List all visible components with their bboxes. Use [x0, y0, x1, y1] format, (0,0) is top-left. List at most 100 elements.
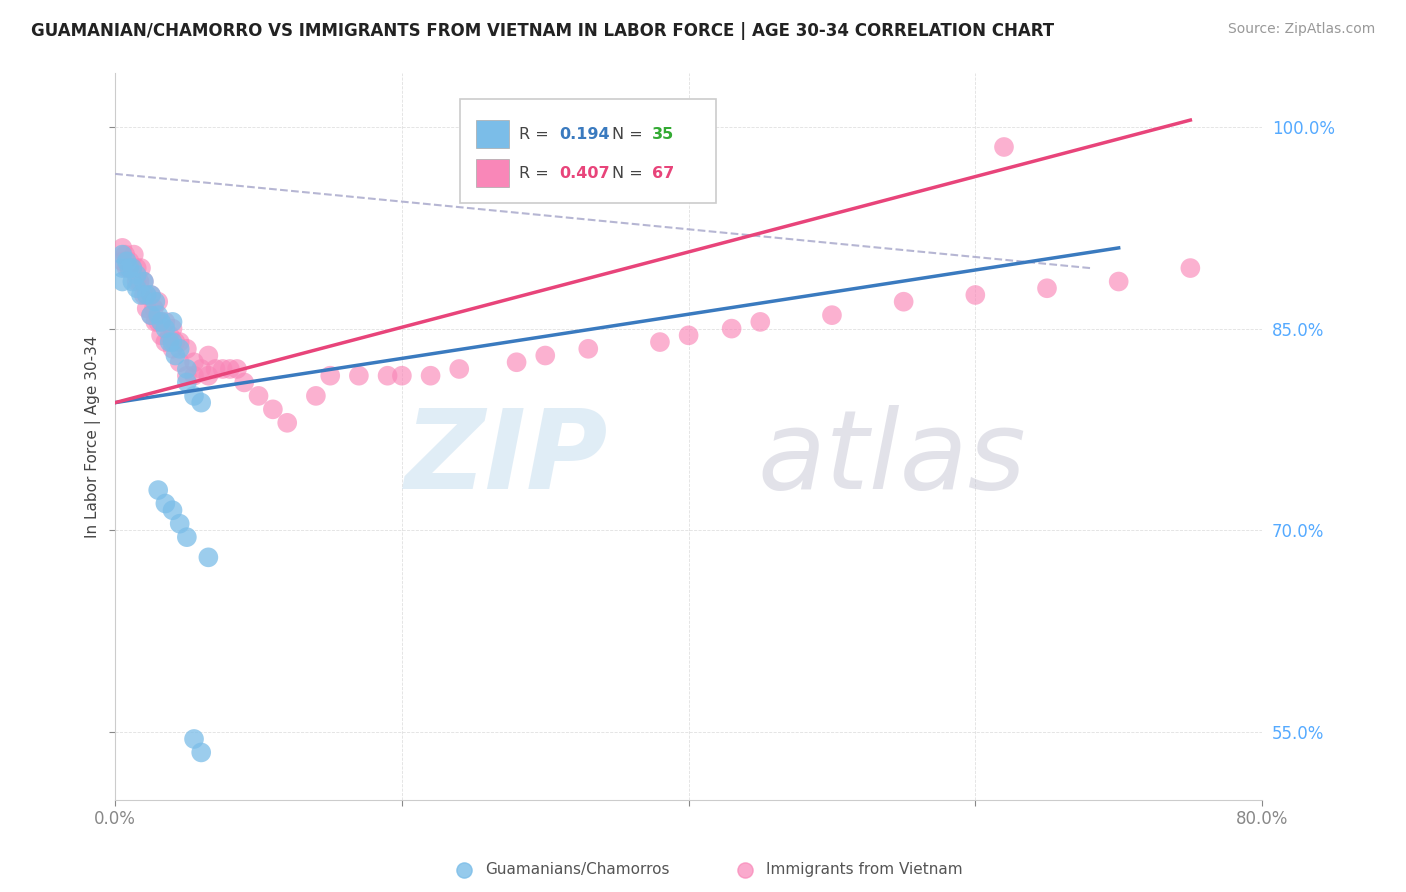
Point [135, 301, 157, 316]
Point [115, 261, 138, 276]
Point [111, 261, 134, 276]
Point [197, 550, 219, 565]
Point [139, 288, 162, 302]
FancyBboxPatch shape [477, 160, 509, 187]
FancyBboxPatch shape [477, 120, 509, 148]
Point [169, 342, 191, 356]
Point [1036, 281, 1059, 295]
Point [118, 254, 141, 268]
Point [505, 355, 527, 369]
Text: ZIP: ZIP [405, 405, 609, 511]
Point [377, 368, 399, 383]
Point [111, 254, 134, 268]
Point [347, 368, 370, 383]
Point [821, 308, 844, 322]
Point [1108, 275, 1130, 289]
Point [148, 315, 170, 329]
Point [148, 308, 170, 322]
Point [128, 275, 150, 289]
Point [183, 389, 205, 403]
Point [155, 321, 177, 335]
Point [165, 334, 187, 349]
Point [139, 288, 162, 302]
Point [122, 247, 145, 261]
Text: 0.194: 0.194 [560, 127, 610, 142]
Point [143, 315, 166, 329]
Point [111, 275, 134, 289]
Point [176, 368, 198, 383]
Text: Source: ZipAtlas.com: Source: ZipAtlas.com [1227, 22, 1375, 37]
Point [162, 334, 184, 349]
Point [176, 362, 198, 376]
Point [218, 362, 240, 376]
Point [162, 315, 184, 329]
Point [226, 362, 249, 376]
Point [197, 368, 219, 383]
Point [247, 389, 270, 403]
Point [155, 496, 177, 510]
Text: 35: 35 [652, 127, 673, 142]
Point [135, 288, 157, 302]
Point [169, 516, 191, 531]
Point [150, 315, 173, 329]
Point [211, 362, 233, 376]
Point [449, 362, 471, 376]
Point [115, 254, 138, 268]
Point [155, 334, 177, 349]
Point [143, 294, 166, 309]
Point [135, 288, 157, 302]
Point [190, 395, 212, 409]
Point [176, 530, 198, 544]
Point [150, 328, 173, 343]
Point [114, 247, 136, 261]
Point [534, 349, 557, 363]
Point [276, 416, 298, 430]
Point [678, 328, 700, 343]
Point [162, 342, 184, 356]
Point [993, 140, 1015, 154]
Point [190, 746, 212, 760]
Point [749, 315, 772, 329]
Text: R =: R = [519, 166, 554, 181]
Point [148, 294, 170, 309]
Text: 67: 67 [652, 166, 673, 181]
FancyBboxPatch shape [460, 99, 716, 203]
Point [132, 275, 155, 289]
Point [118, 261, 141, 276]
Point [132, 275, 155, 289]
Point [1180, 261, 1202, 276]
Point [176, 342, 198, 356]
Point [118, 261, 141, 276]
Point [197, 349, 219, 363]
Point [262, 402, 284, 417]
Point [169, 355, 191, 369]
Point [148, 483, 170, 497]
Text: GUAMANIAN/CHAMORRO VS IMMIGRANTS FROM VIETNAM IN LABOR FORCE | AGE 30-34 CORRELA: GUAMANIAN/CHAMORRO VS IMMIGRANTS FROM VI… [31, 22, 1054, 40]
Text: Immigrants from Vietnam: Immigrants from Vietnam [766, 863, 963, 877]
Point [121, 275, 143, 289]
Point [183, 368, 205, 383]
Point [183, 355, 205, 369]
Point [139, 308, 162, 322]
Point [965, 288, 987, 302]
Point [165, 349, 187, 363]
Text: N =: N = [612, 166, 648, 181]
Point [132, 288, 155, 302]
Point [183, 731, 205, 746]
Point [150, 315, 173, 329]
Point [720, 321, 742, 335]
Point [419, 368, 441, 383]
Point [159, 334, 181, 349]
Point [391, 368, 413, 383]
Text: 0.407: 0.407 [560, 166, 610, 181]
Point [125, 281, 148, 295]
Point [176, 376, 198, 390]
Point [125, 268, 148, 282]
Point [319, 368, 342, 383]
Point [190, 362, 212, 376]
Point [129, 261, 152, 276]
Point [893, 294, 915, 309]
Point [648, 334, 671, 349]
Point [121, 261, 143, 276]
Point [125, 261, 148, 276]
